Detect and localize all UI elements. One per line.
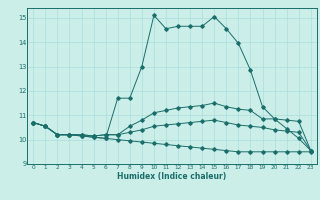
X-axis label: Humidex (Indice chaleur): Humidex (Indice chaleur) <box>117 172 227 181</box>
